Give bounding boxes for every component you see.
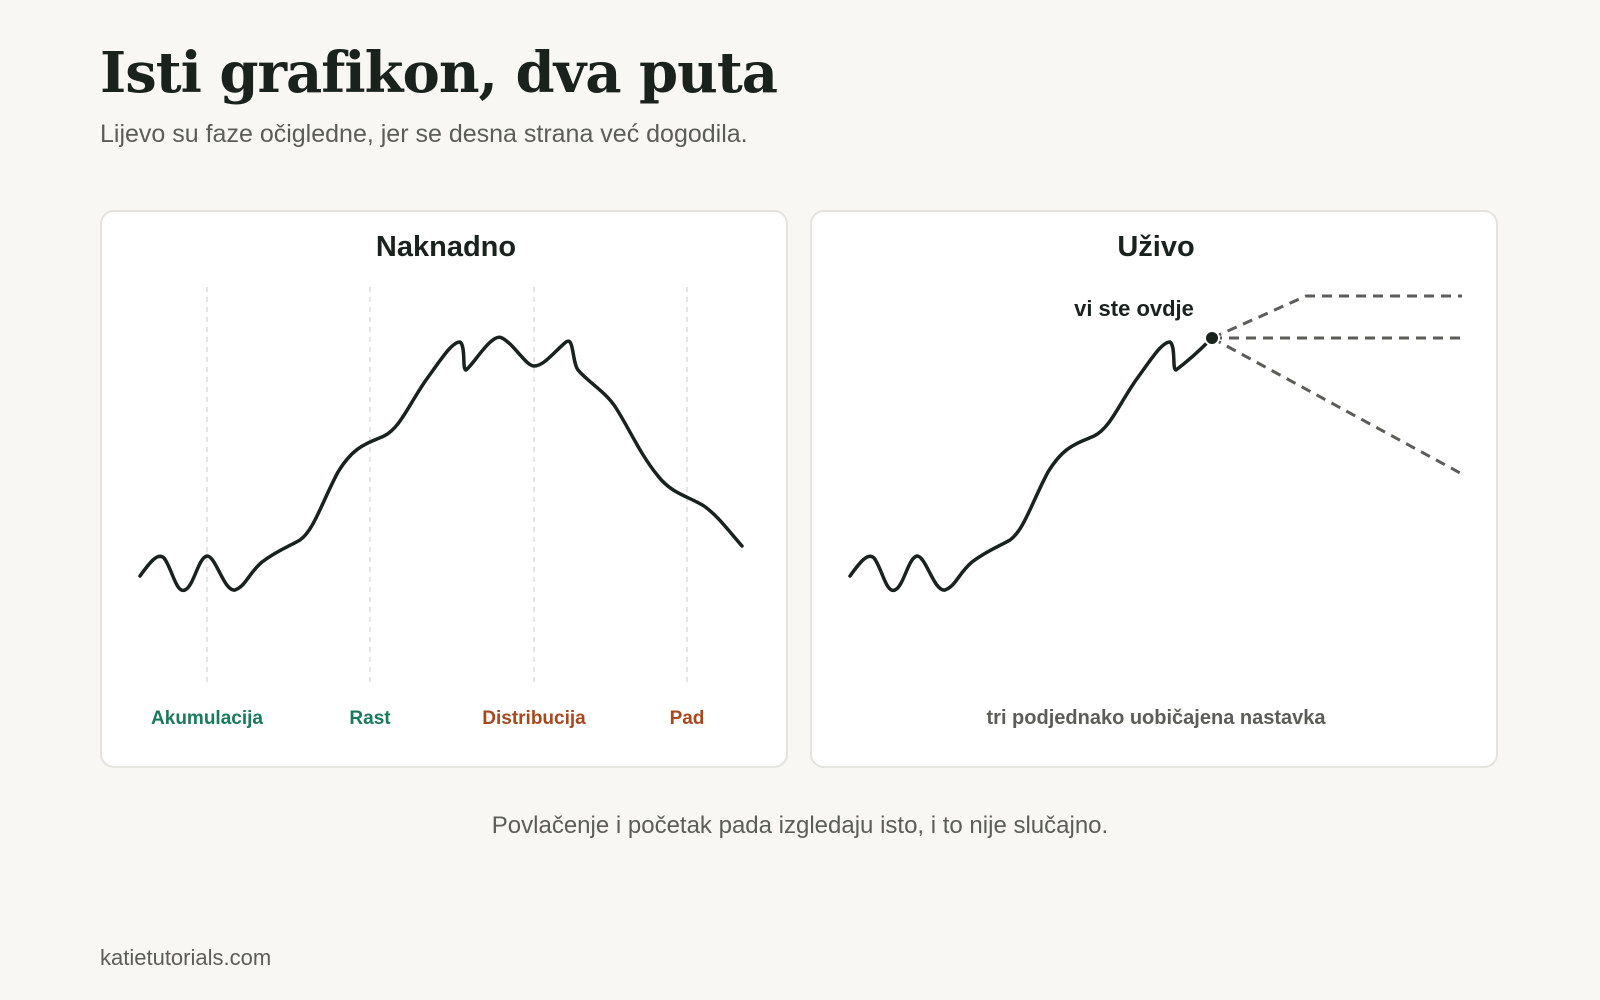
- hindsight-panel-title: Naknadno: [376, 231, 516, 263]
- continuation-up: [1211, 294, 1462, 340]
- continuations-label: tri podjednako uobičajena nastavka: [987, 707, 1327, 729]
- current-position-marker: [1204, 330, 1220, 346]
- page-title: Isti grafikon, dva puta: [100, 40, 778, 106]
- bottom-caption: Povlačenje i početak pada izgledaju isto…: [491, 812, 1109, 839]
- price-path-full: [138, 335, 744, 592]
- live-diagram: Uživo vi ste ovdje tri podjednako uobiča…: [848, 231, 1463, 729]
- hindsight-diagram: Naknadno Akumulacija Rast Distribucija P…: [138, 231, 744, 729]
- you-are-here-label: vi ste ovdje: [1074, 296, 1194, 321]
- live-panel: Uživo vi ste ovdje tri podjednako uobiča…: [810, 210, 1498, 768]
- phase-label-growth: Rast: [349, 708, 391, 729]
- page-subtitle: Lijevo su faze očigledne, jer se desna s…: [100, 120, 748, 148]
- continuation-down: [1211, 336, 1463, 476]
- phase-label-decline: Pad: [670, 708, 705, 729]
- hindsight-panel: Naknadno Akumulacija Rast Distribucija P…: [100, 210, 788, 768]
- footer-site: katietutorials.com: [100, 945, 272, 970]
- price-path-partial: [848, 338, 1212, 592]
- phase-label-distribution: Distribucija: [482, 708, 586, 729]
- phase-label-accumulation: Akumulacija: [151, 708, 263, 729]
- live-panel-title: Uživo: [1117, 231, 1194, 263]
